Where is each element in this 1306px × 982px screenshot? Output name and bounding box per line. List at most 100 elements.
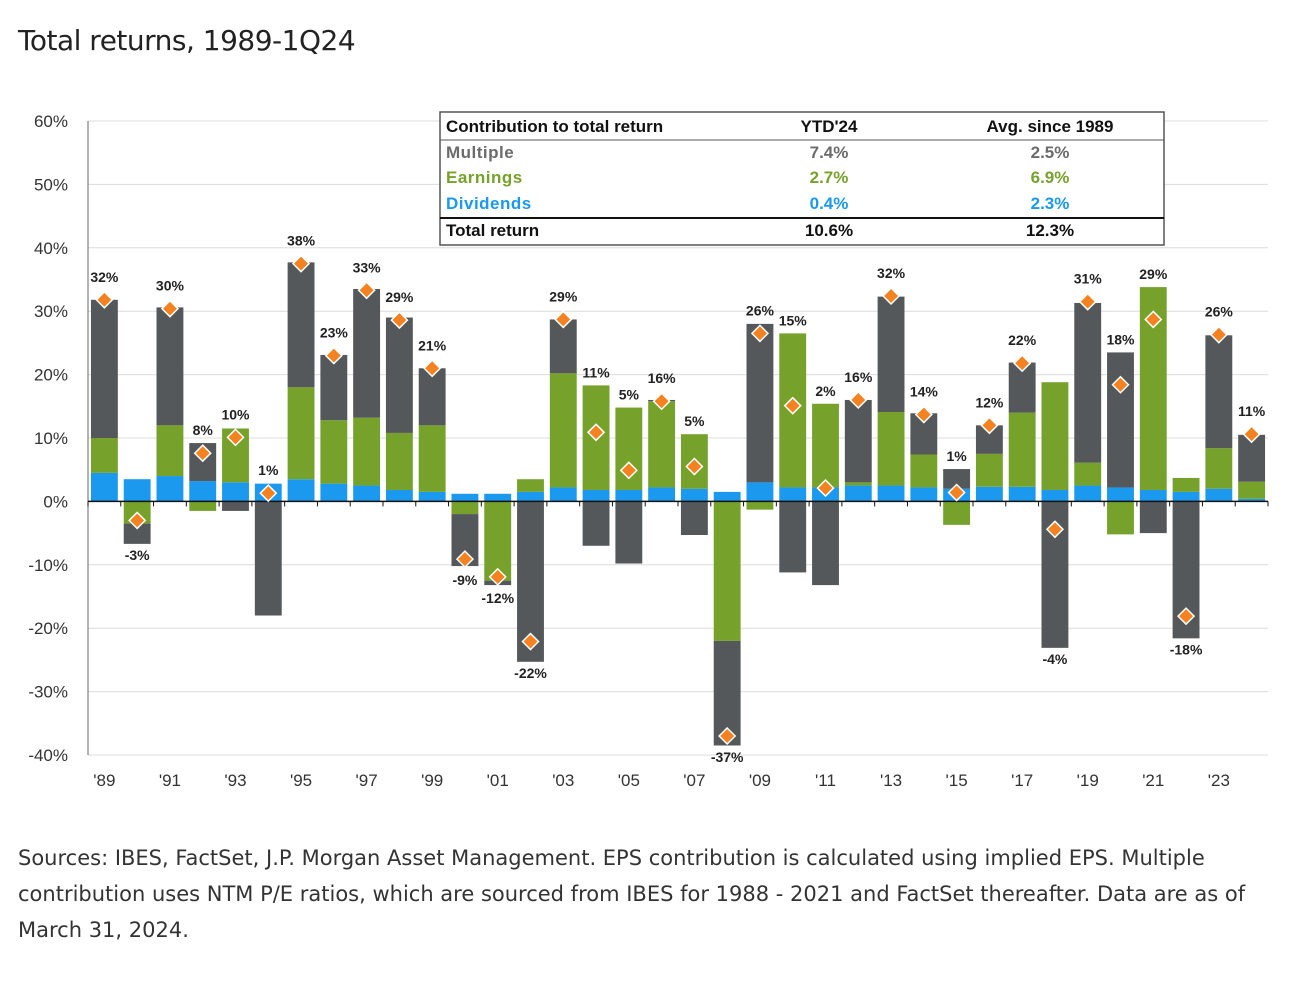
y-tick-label: 10% [34,429,68,448]
bar-earnings [385,432,413,490]
total-return-label: 32% [90,269,119,285]
table-border [439,111,1165,246]
table-row-dividends-ytd: 0.4% [810,194,849,213]
total-return-marker [881,286,901,306]
x-tick-label: '01 [487,771,509,790]
total-return-marker [619,461,638,480]
x-tick-label: '11 [815,771,836,790]
total-return-label: 31% [1074,271,1103,287]
bar-dividends [746,482,774,502]
bar-dividends [123,479,151,502]
contribution-table: Contribution to total return YTD'24 Avg.… [439,111,1165,246]
x-tick-label: '95 [290,771,312,790]
bar-earnings [1041,382,1069,490]
total-return-label: 21% [418,337,447,353]
x-tick-label: '21 [1142,771,1164,790]
x-tick-label: '15 [946,771,968,790]
total-return-label: 12% [975,394,1004,410]
bar-dividends [1172,491,1200,502]
total-return-marker [1176,607,1196,626]
total-return-marker [980,416,999,435]
bar-dividends [877,485,905,502]
total-return-marker [390,311,409,330]
bar-earnings [812,403,839,488]
bar-dividends [1139,489,1167,502]
total-return-label: 5% [684,413,705,429]
total-return-marker [685,457,704,476]
total-return-label: 11% [1238,403,1266,419]
page-title: Total returns, 1989-1Q24 [18,24,356,57]
bar-earnings [517,479,544,492]
bar-dividends [222,482,249,502]
bar-earnings [287,387,315,480]
bar-multiple [680,501,708,536]
total-return-marker [357,281,376,300]
bar-multiple [582,501,610,546]
total-return-label: 1% [258,462,279,478]
x-tick-label: '97 [356,771,378,790]
table-header-avg: Avg. since 1989 [987,117,1114,136]
bar-dividends [320,483,348,502]
total-return-marker [324,346,343,365]
bar-dividends [1074,485,1102,502]
total-return-label: 29% [1139,266,1168,282]
y-tick-label: -30% [28,683,68,702]
bar-multiple [385,317,413,433]
bar-multiple [222,501,249,511]
zero-line-group [87,500,1269,507]
total-return-label: -22% [514,665,547,681]
total-return-marker [423,359,442,378]
total-return-label: 30% [156,278,185,294]
x-tick-label: '91 [159,771,181,790]
bar-earnings [1074,462,1102,486]
total-return-marker [914,405,933,424]
bar-multiple [779,501,807,573]
bar-dividends [385,489,413,502]
bar-dividends [484,493,512,502]
bar-multiple [156,307,184,426]
x-tick-label: '89 [93,771,115,790]
bar-dividends [1205,488,1233,502]
bar-earnings [549,373,577,488]
bar-earnings [746,501,774,510]
bar-earnings [320,420,348,484]
total-return-label: 2% [815,383,836,399]
bar-multiple [615,501,643,564]
total-return-label: 18% [1106,331,1135,347]
bar-dividends [648,487,676,502]
bar-earnings [975,453,1003,487]
x-tick-label: '03 [552,771,574,790]
y-grid [87,120,1268,756]
total-return-marker [1013,354,1032,373]
x-axis-labels: '89 '91 '93 '95 '97 '99 '01 '03 '05 '07 '09 '11 '13 '… [93,771,1230,790]
bar-multiple [877,296,905,413]
total-return-label: 1% [946,448,967,464]
total-return-marker [718,726,737,746]
source-note: Sources: IBES, FactSet, J.P. Morgan Asse… [18,846,1246,942]
table-header-label: Contribution to total return [446,117,663,136]
table-row-dividends-avg: 2.3% [1031,194,1070,213]
total-return-marker [816,479,835,498]
bar-earnings [877,412,905,486]
bar-dividends [418,491,446,502]
total-return-marker [750,324,770,343]
total-return-markers [95,254,1261,746]
total-return-label: 38% [287,233,316,249]
bar-multiple [418,368,446,426]
bar-dividends [910,487,938,502]
bar-dividends [517,491,544,502]
bar-multiple [1139,501,1167,534]
bar-earnings [943,501,971,525]
total-return-marker [455,550,475,569]
total-return-label: -9% [452,572,477,588]
total-return-marker [849,390,868,410]
total-return-marker [488,567,507,586]
bar-dividends [451,493,479,502]
bar-dividends [713,491,741,502]
bar-dividends [779,487,807,502]
bar-dividends [1107,487,1134,502]
total-return-marker [128,511,147,530]
bar-earnings [844,482,872,486]
total-return-label: 16% [648,370,677,386]
y-tick-label: 40% [34,239,68,258]
